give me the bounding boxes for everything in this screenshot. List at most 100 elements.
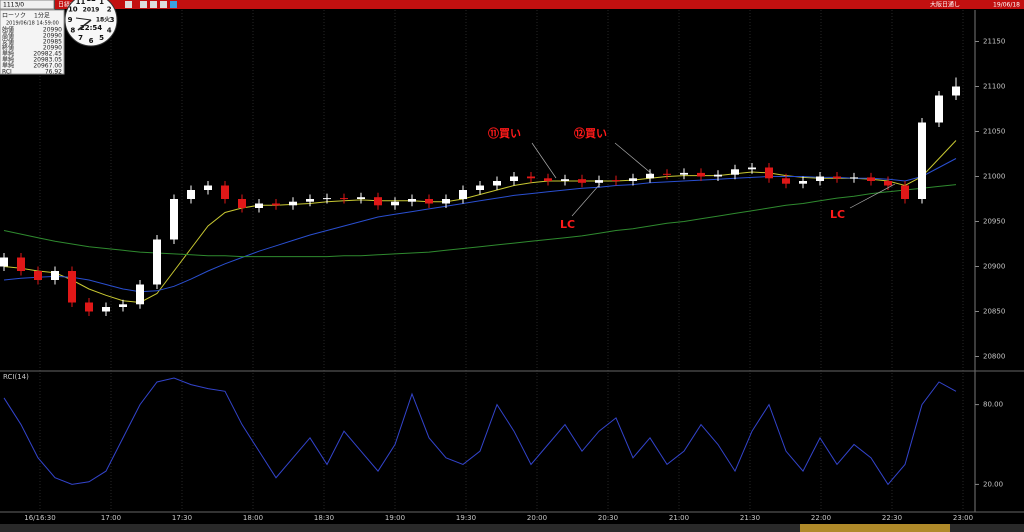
- time-label: 21:30: [740, 514, 760, 522]
- candle-body: [85, 302, 93, 312]
- info-label: 安値: [2, 38, 14, 46]
- clock-numeral: 10: [68, 6, 78, 14]
- candle-body: [833, 176, 841, 179]
- rci-title: RCI(14): [3, 373, 29, 381]
- clock-numeral: 3: [110, 16, 115, 24]
- candle-body: [442, 199, 450, 204]
- candle-body: [816, 176, 824, 181]
- info-value: 20990: [43, 45, 62, 52]
- tool-icon[interactable]: [170, 1, 177, 8]
- scroll-thumb[interactable]: [800, 524, 950, 532]
- info-value: 20990: [43, 33, 62, 40]
- candle-body: [731, 169, 739, 175]
- candle-body: [306, 199, 314, 202]
- candle-body: [153, 239, 161, 285]
- info-value: 20990: [43, 27, 62, 34]
- clock-numeral: 2: [107, 6, 112, 14]
- interval[interactable]: 1分足: [34, 12, 50, 20]
- clock-numeral: 7: [78, 34, 83, 42]
- candle-body: [136, 284, 144, 305]
- tool-icon[interactable]: [160, 1, 167, 8]
- info-value: 20985: [43, 39, 62, 46]
- candle-body: [697, 172, 705, 177]
- time-label: 22:00: [811, 514, 831, 522]
- market: 大阪日通し: [930, 1, 960, 9]
- time-label: 23:00: [953, 514, 973, 522]
- clock-year: 2019: [83, 7, 100, 14]
- info-value: 76.92: [45, 69, 62, 76]
- info-value: 20983.05: [33, 57, 62, 64]
- candle-body: [255, 203, 263, 208]
- moving-average: [3, 158, 957, 293]
- candle-body: [799, 181, 807, 184]
- y-tick-label: 21050: [983, 128, 1005, 136]
- candle-body: [17, 257, 25, 271]
- tool-icon[interactable]: [150, 1, 157, 8]
- y-tick-label: 21150: [983, 38, 1005, 46]
- time-label: 17:30: [172, 514, 192, 522]
- date: 19/06/18: [993, 2, 1020, 9]
- clock-numeral: 12: [86, 0, 96, 3]
- tool-icon[interactable]: [125, 1, 132, 8]
- clock-numeral: 6: [89, 37, 94, 45]
- info-label: RCI: [2, 69, 12, 76]
- annotation: LC: [560, 218, 575, 231]
- candle-body: [629, 178, 637, 181]
- candle-body: [918, 122, 926, 199]
- candle-body: [850, 177, 858, 179]
- candle-body: [340, 198, 348, 200]
- time-label: 18:00: [243, 514, 263, 522]
- symbol-box[interactable]: [0, 0, 55, 10]
- candle-body: [221, 185, 229, 199]
- toolbar-icons: [125, 1, 177, 8]
- annotation: ⑫買い: [574, 126, 607, 140]
- y-tick-label: 20850: [983, 308, 1005, 316]
- time-label: 20:00: [527, 514, 547, 522]
- candle-body: [561, 179, 569, 181]
- clock-numeral: 4: [107, 27, 112, 35]
- rci-panel: 20.00 80.00: [3, 377, 1003, 488]
- price-panel: 20800 20850 20900 20950 21000 21050 21100 21150: [0, 38, 1005, 361]
- candle-body: [680, 172, 688, 175]
- annotations: ⑪買い ⑫買い LC LC: [488, 126, 896, 231]
- candle-body: [357, 197, 365, 199]
- time-label: 22:30: [882, 514, 902, 522]
- info-label: 終値: [2, 44, 14, 52]
- time-label: 16/16:30: [24, 514, 55, 522]
- candle-body: [204, 185, 212, 190]
- chart-type[interactable]: ローソク: [2, 13, 26, 20]
- y-tick-label: 20950: [983, 218, 1005, 226]
- candle-body: [612, 180, 620, 182]
- info-label: 高値: [2, 32, 14, 40]
- scrollbar[interactable]: [0, 524, 1024, 532]
- candle-body: [238, 199, 246, 208]
- candle-body: [459, 190, 467, 199]
- info-box: [0, 9, 65, 75]
- candle-body: [374, 197, 382, 206]
- candle-body: [323, 198, 331, 200]
- info-label: 始値: [2, 26, 14, 34]
- candle-body: [187, 190, 195, 199]
- tool-icon[interactable]: [140, 1, 147, 8]
- candle-body: [170, 199, 178, 240]
- candle-body: [663, 173, 671, 175]
- time-axis: 16/16:30 17:00 17:30 18:00 18:30 19:00 19:30 20…: [24, 514, 973, 522]
- clock-numeral: 9: [68, 16, 73, 24]
- annotation-arrow: [531, 142, 557, 179]
- candle-body: [51, 271, 59, 280]
- symbol: 1113/0: [3, 2, 24, 9]
- clock-time: 22:54: [80, 24, 102, 32]
- candle-body: [867, 177, 875, 181]
- y-tick-label: 20.00: [983, 480, 1003, 488]
- time-label: 20:30: [598, 514, 618, 522]
- candle-body: [510, 176, 518, 181]
- clock: 2019 22:54 18火 121234567891011: [64, 0, 118, 47]
- candle-body: [544, 178, 552, 181]
- candle-body: [595, 180, 603, 183]
- clock-hand: [75, 17, 92, 21]
- y-tick-label: 21100: [983, 83, 1005, 91]
- candle-body: [884, 181, 892, 186]
- candle-body: [952, 86, 960, 96]
- title-bar: [55, 0, 1024, 9]
- info-label: 単純: [2, 62, 14, 70]
